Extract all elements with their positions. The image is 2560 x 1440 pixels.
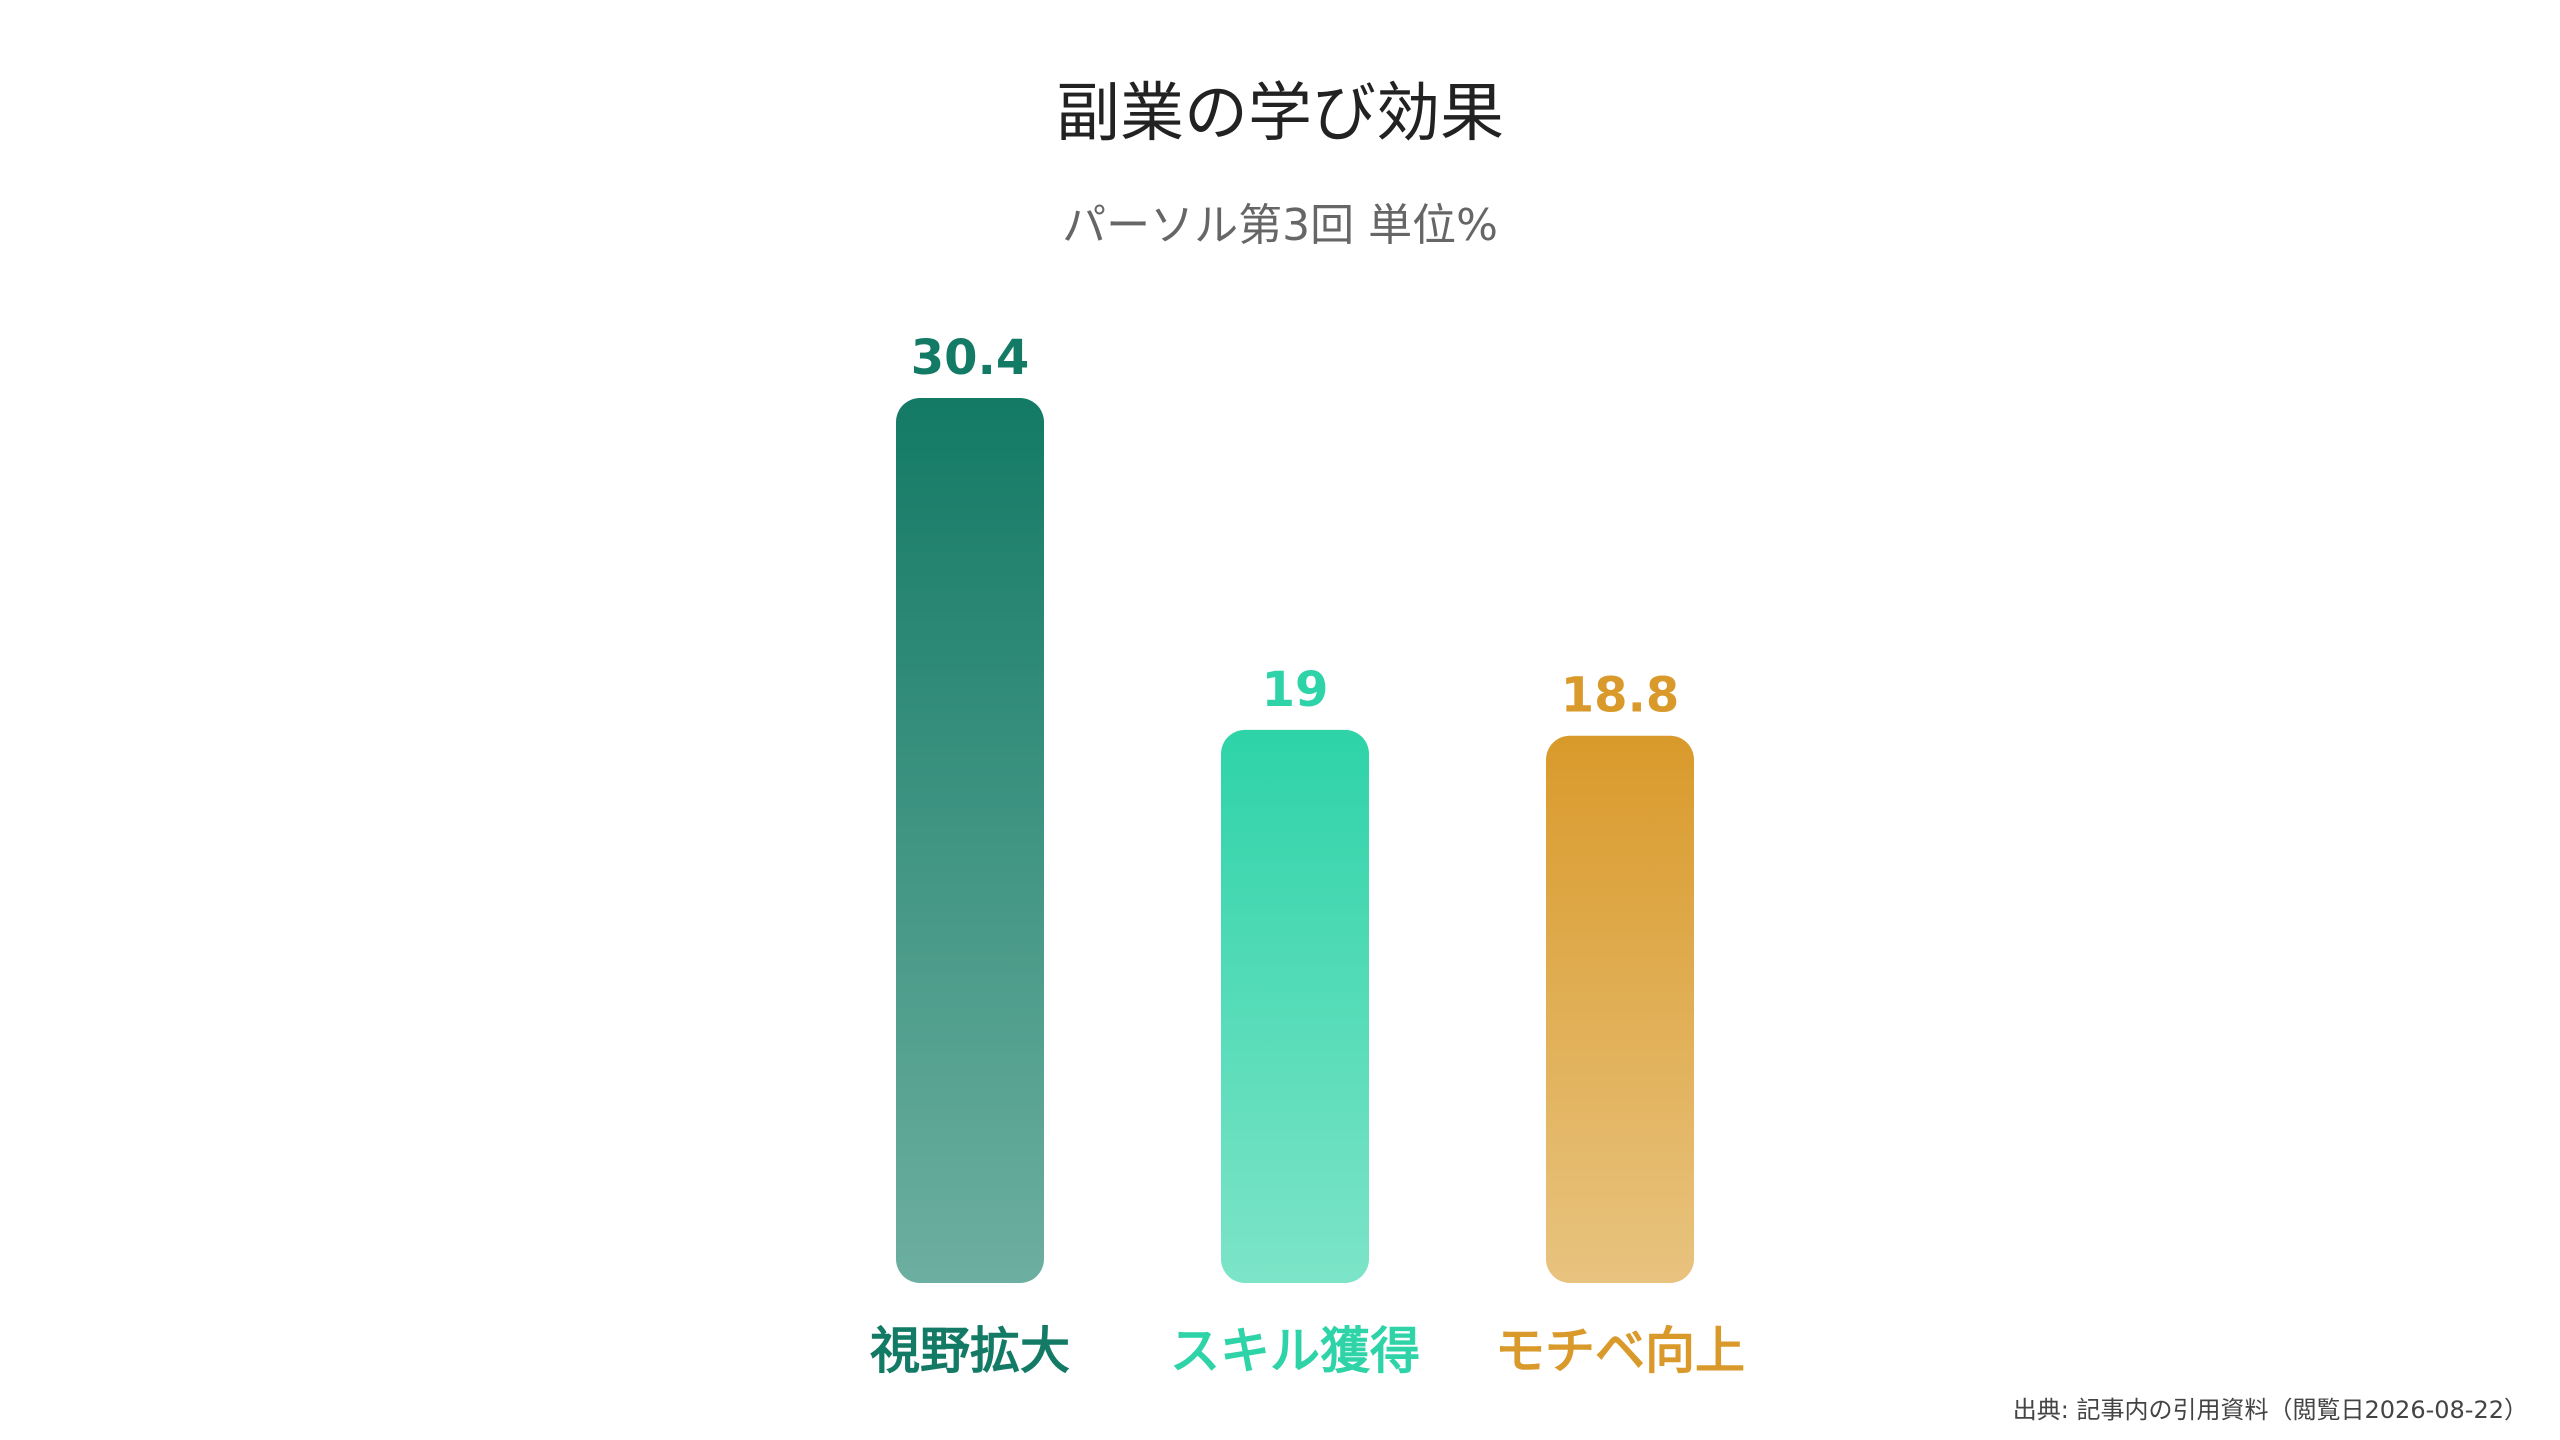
- category-label-2: スキル獲得: [1170, 1322, 1420, 1380]
- bar-1: [896, 398, 1044, 1283]
- chart-subtitle: パーソル第3回 単位%: [1062, 200, 1498, 251]
- value-label-2: 19: [1262, 662, 1329, 718]
- source-note: 出典: 記事内の引用資料（閲覧日2026-08-22）: [2013, 1396, 2528, 1424]
- bars-group: 30.4 視野拡大 19 スキル獲得 18.8 モチベ向上: [870, 330, 1745, 1380]
- value-label-1: 30.4: [911, 330, 1029, 386]
- chart-title: 副業の学び効果: [1056, 77, 1504, 151]
- category-label-3: モチベ向上: [1495, 1322, 1745, 1380]
- value-label-3: 18.8: [1561, 668, 1679, 724]
- bar-3: [1546, 735, 1694, 1283]
- category-label-1: 視野拡大: [870, 1322, 1070, 1380]
- bar-2: [1221, 729, 1369, 1283]
